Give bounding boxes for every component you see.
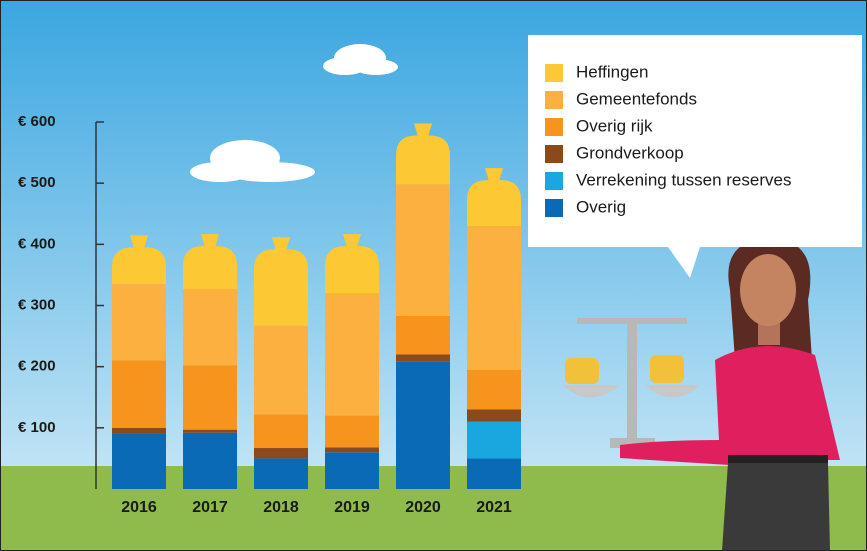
bar-segment (183, 288, 237, 366)
legend-label: Grondverkoop (576, 143, 684, 162)
legend-swatch (545, 172, 563, 190)
bar-segment (254, 448, 308, 459)
legend-swatch (545, 64, 563, 82)
y-tick-label: € 300 (18, 296, 56, 313)
bag-knot (343, 234, 361, 248)
bar-segment (183, 432, 237, 489)
bar-segment (325, 293, 379, 416)
bag-knot (272, 237, 290, 251)
plot: € 100 € 200 € 300 € 400 € 500 € 600 2016 2017 20… (18, 62, 791, 516)
bar-segment (396, 354, 450, 362)
bar-segment (396, 184, 450, 316)
bar-segment (396, 361, 450, 489)
bar-segment (467, 421, 521, 459)
y-tick-label: € 100 (18, 419, 56, 436)
x-tick-label: 2020 (405, 499, 441, 516)
bar-segment (254, 325, 308, 415)
bar-segment (112, 284, 166, 361)
bar-segment (112, 247, 166, 285)
bar-segment (112, 360, 166, 428)
bar-segment (183, 365, 237, 430)
legend-label: Gemeentefonds (576, 89, 697, 108)
bag-knot (130, 235, 148, 249)
bar-segment (467, 369, 521, 410)
legend-label: Overig (576, 197, 626, 216)
x-tick-label: 2018 (263, 499, 299, 516)
bar-segment (467, 458, 521, 489)
legend-label: Overig rijk (576, 116, 653, 135)
bar-segment (396, 315, 450, 355)
bar-segment (467, 409, 521, 422)
bar-segment (112, 427, 166, 434)
person-illustration (562, 238, 840, 551)
bar-segment (325, 447, 379, 453)
bag-knot (414, 123, 432, 137)
x-tick-label: 2019 (334, 499, 370, 516)
bar-segment (183, 246, 237, 289)
bar-segment (254, 249, 308, 326)
y-tick-label: € 500 (18, 174, 56, 191)
x-tick-label: 2016 (121, 499, 157, 516)
bar-segment (325, 452, 379, 489)
bar-segment (325, 246, 379, 294)
cloud (323, 44, 398, 75)
bag-knot (201, 234, 219, 248)
bar-segment (112, 433, 166, 489)
x-tick-label: 2021 (476, 499, 512, 516)
y-tick-label: € 400 (18, 235, 56, 252)
bar-segment (467, 225, 521, 370)
bar-segment (325, 415, 379, 448)
y-tick-label: € 600 (18, 113, 56, 130)
legend-swatch (545, 118, 563, 136)
bar-segment (183, 429, 237, 433)
legend-label: Verrekening tussen reserves (576, 170, 791, 189)
legend-swatch (545, 91, 563, 109)
bag-knot (485, 168, 503, 182)
bar-segment (254, 458, 308, 489)
legend-label: Heffingen (576, 62, 648, 81)
cloud (190, 140, 315, 182)
x-tick-label: 2017 (192, 499, 228, 516)
bar-segment (396, 135, 450, 185)
legend-swatch (545, 199, 563, 217)
y-tick-label: € 200 (18, 358, 56, 375)
bar-segment (254, 414, 308, 449)
legend-swatch (545, 145, 563, 163)
bar-segment (467, 180, 521, 226)
legend-box (528, 35, 862, 278)
